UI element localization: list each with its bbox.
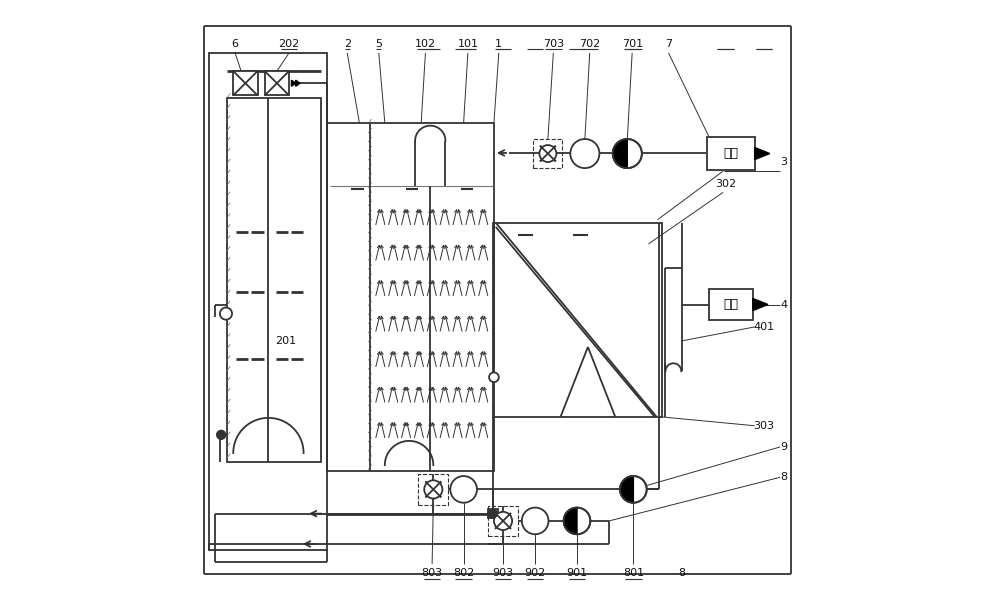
Text: 303: 303 bbox=[753, 421, 774, 431]
Text: 903: 903 bbox=[492, 568, 514, 578]
Text: 801: 801 bbox=[623, 568, 644, 578]
Polygon shape bbox=[564, 507, 577, 534]
Text: 2: 2 bbox=[344, 39, 351, 49]
Circle shape bbox=[613, 139, 642, 168]
Polygon shape bbox=[291, 80, 296, 86]
Circle shape bbox=[522, 507, 548, 534]
Text: 4: 4 bbox=[780, 300, 787, 309]
Bar bbox=[493, 223, 662, 417]
Polygon shape bbox=[755, 147, 770, 160]
Text: 7: 7 bbox=[665, 39, 672, 49]
Bar bbox=[488, 509, 498, 518]
Circle shape bbox=[488, 509, 497, 518]
Bar bbox=[707, 137, 755, 170]
Text: 802: 802 bbox=[453, 568, 474, 578]
Circle shape bbox=[489, 372, 499, 382]
Text: F: F bbox=[532, 516, 538, 526]
Text: 302: 302 bbox=[715, 180, 736, 189]
Bar bbox=[709, 289, 753, 320]
Bar bbox=[209, 53, 327, 550]
Circle shape bbox=[620, 476, 647, 503]
Text: 701: 701 bbox=[622, 39, 643, 49]
Circle shape bbox=[564, 507, 590, 534]
Circle shape bbox=[424, 481, 442, 499]
Text: 8: 8 bbox=[780, 472, 787, 482]
Circle shape bbox=[494, 512, 512, 530]
Polygon shape bbox=[613, 139, 627, 168]
Polygon shape bbox=[620, 476, 633, 503]
Bar bbox=[227, 99, 321, 462]
Polygon shape bbox=[296, 80, 300, 86]
Polygon shape bbox=[753, 298, 768, 311]
Text: 301: 301 bbox=[715, 157, 736, 167]
Bar bbox=[533, 139, 562, 168]
Circle shape bbox=[539, 145, 556, 162]
Circle shape bbox=[570, 139, 599, 168]
Text: 5: 5 bbox=[375, 39, 382, 49]
Text: 6: 6 bbox=[232, 39, 239, 49]
Text: 401: 401 bbox=[753, 322, 774, 332]
Bar bbox=[418, 474, 448, 504]
Text: 902: 902 bbox=[525, 568, 546, 578]
Text: F: F bbox=[582, 149, 588, 158]
Text: 出水: 出水 bbox=[723, 298, 738, 311]
Text: 3: 3 bbox=[780, 157, 787, 167]
Text: 803: 803 bbox=[422, 568, 443, 578]
Text: 102: 102 bbox=[415, 39, 436, 49]
Text: 201: 201 bbox=[275, 336, 297, 346]
Text: 进水: 进水 bbox=[723, 147, 738, 160]
Text: 9: 9 bbox=[780, 442, 787, 452]
Circle shape bbox=[220, 308, 232, 320]
Bar bbox=[327, 122, 494, 471]
Text: 901: 901 bbox=[566, 568, 588, 578]
Text: 703: 703 bbox=[543, 39, 564, 49]
Text: 8: 8 bbox=[678, 568, 685, 578]
Text: 202: 202 bbox=[278, 39, 300, 49]
Circle shape bbox=[450, 476, 477, 503]
Bar bbox=[488, 505, 518, 536]
Bar bbox=[265, 71, 289, 96]
Text: 101: 101 bbox=[457, 39, 478, 49]
Text: F: F bbox=[460, 484, 467, 495]
Circle shape bbox=[217, 431, 225, 439]
Text: 1: 1 bbox=[495, 39, 502, 49]
Bar bbox=[233, 71, 258, 96]
Text: 702: 702 bbox=[579, 39, 600, 49]
